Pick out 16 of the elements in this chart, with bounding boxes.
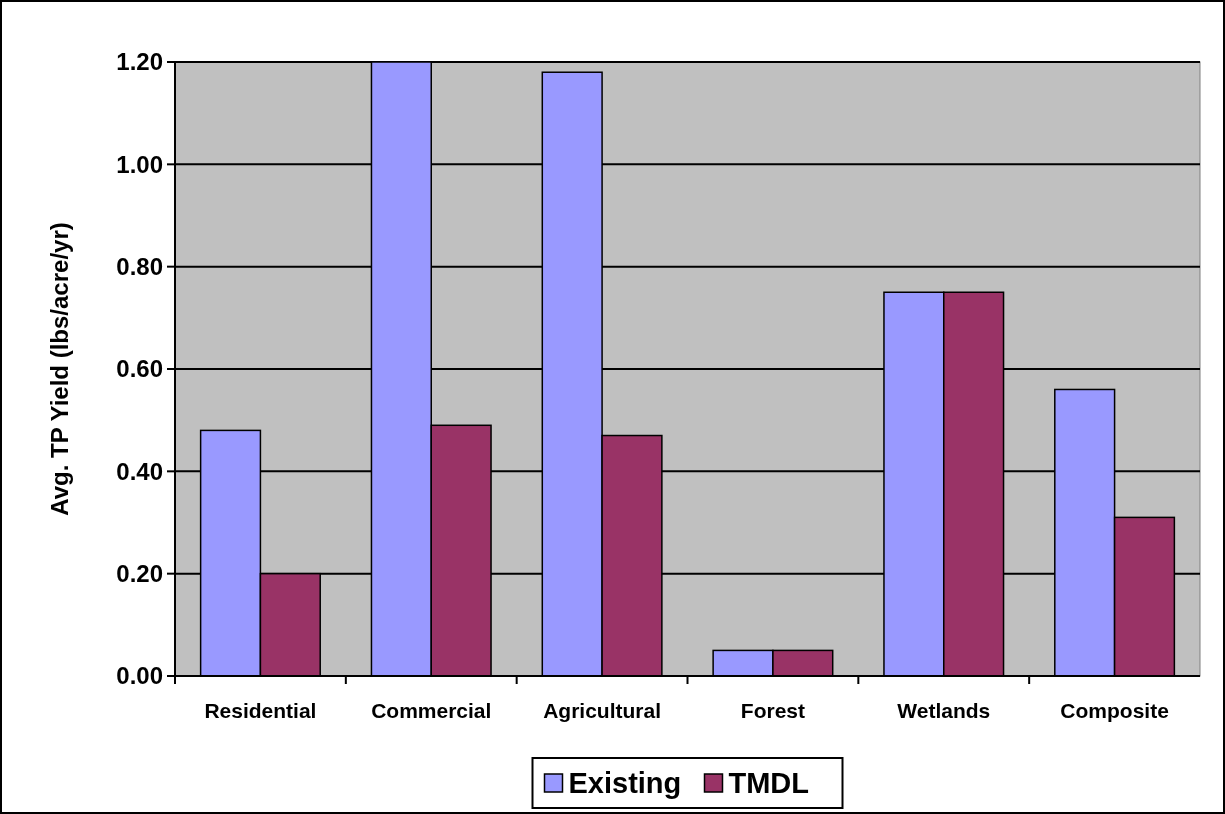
x-tick-label: Composite <box>1060 699 1169 722</box>
y-tick-label: 1.00 <box>116 150 163 178</box>
x-tick-label: Wetlands <box>897 699 991 722</box>
y-tick-label: 0.20 <box>116 560 163 588</box>
y-tick-label: 0.40 <box>116 457 163 485</box>
x-tick-label: Commercial <box>371 699 492 722</box>
y-tick-label: 0.80 <box>116 253 163 281</box>
x-tick-label: Agricultural <box>543 699 662 722</box>
y-tick-label: 0.60 <box>116 355 163 383</box>
x-tick-label: Forest <box>740 699 806 722</box>
legend-label: Existing <box>568 767 682 800</box>
legend-label: TMDL <box>728 767 810 800</box>
y-axis-title: Avg. TP Yield (lbs/acre/yr) <box>46 222 73 516</box>
x-tick-label: Residential <box>204 699 317 722</box>
y-tick-label: 1.20 <box>116 48 163 76</box>
y-tick-label: 0.00 <box>116 662 163 690</box>
